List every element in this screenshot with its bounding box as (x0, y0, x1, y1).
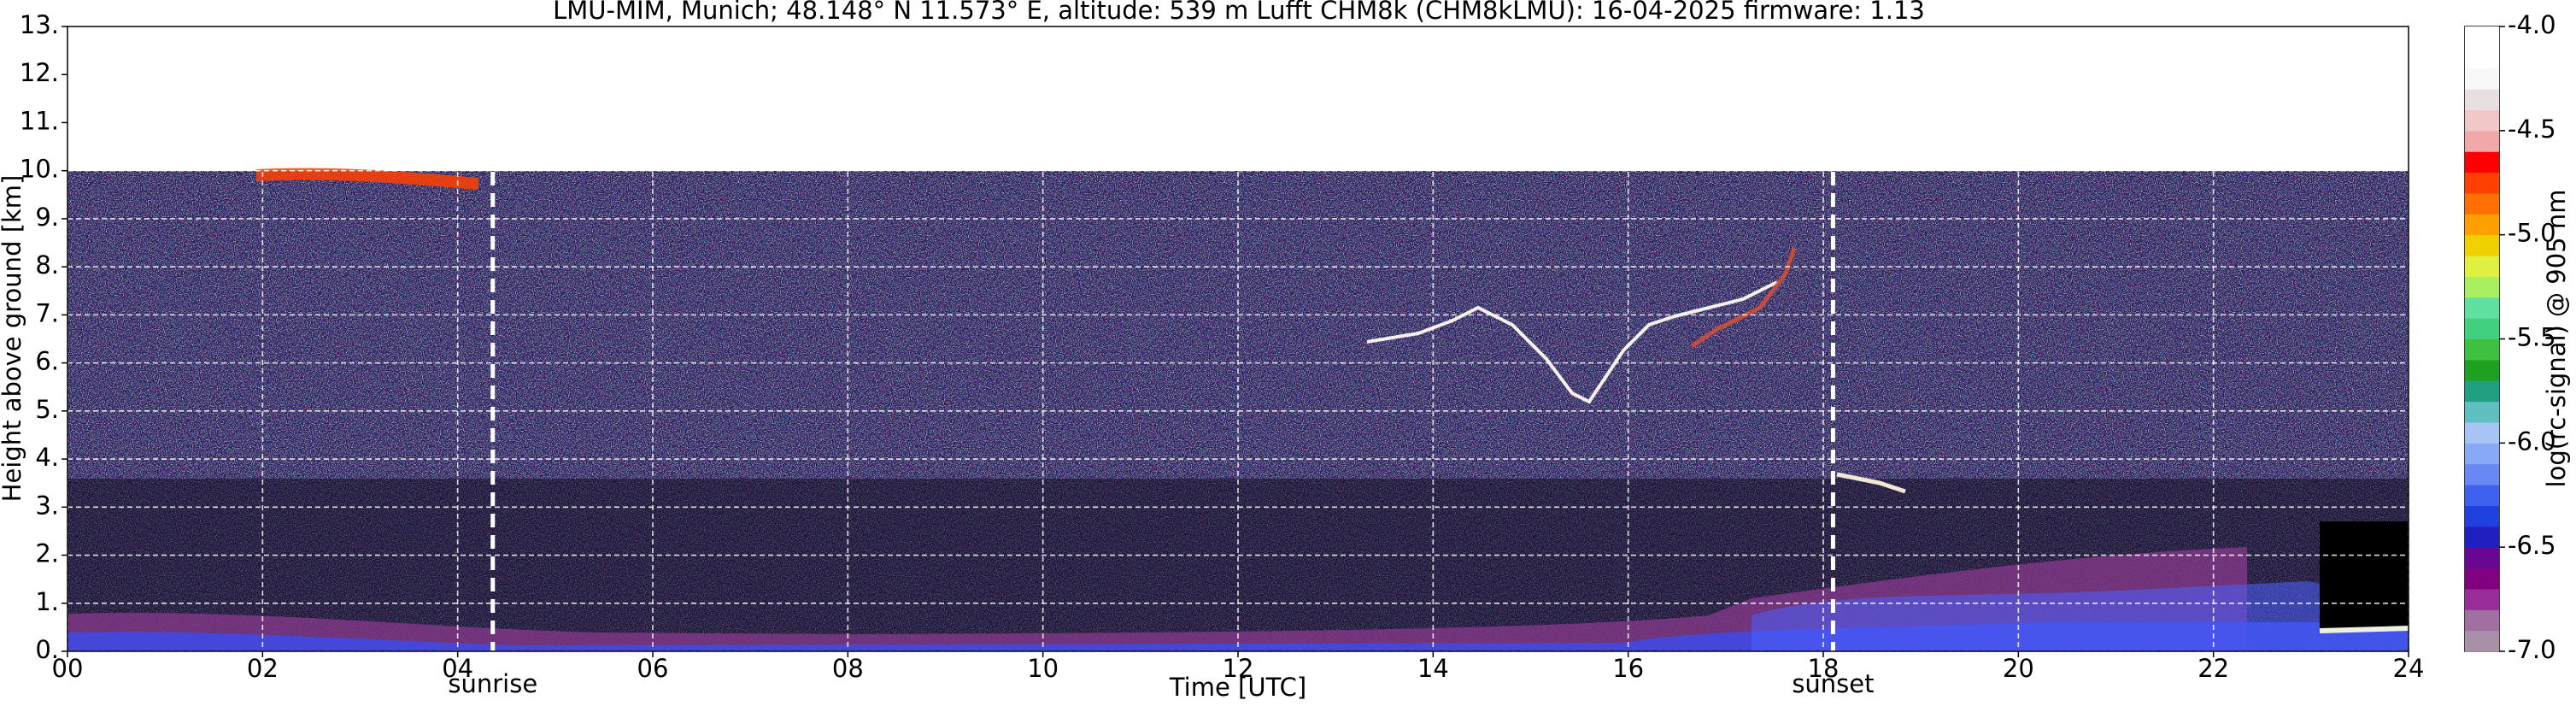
x-tick-label: 18 (1808, 654, 1840, 683)
x-tick-label: 10 (1027, 654, 1059, 683)
colorbar-segment (2465, 421, 2499, 444)
y-tick-label: 2. (35, 539, 59, 568)
y-tick-label: 7. (35, 298, 59, 327)
y-tick-label: 11. (20, 106, 59, 135)
y-tick-label: 4. (35, 443, 59, 472)
y-tick-label: 6. (35, 347, 59, 376)
annotation-label: sunset (1792, 669, 1874, 698)
colorbar-segment (2465, 338, 2499, 361)
colorbar-tick-label: -4.0 (2508, 10, 2556, 39)
colorbar-segment (2465, 26, 2499, 48)
y-tick-label: 3. (35, 491, 59, 520)
y-tick-label: 13. (20, 10, 59, 39)
x-tick-label: 16 (1612, 654, 1644, 683)
x-tick-label: 06 (637, 654, 669, 683)
y-axis-label: Height above ground [km] (0, 175, 26, 503)
x-tick-label: 04 (442, 654, 473, 683)
x-axis-label: Time [UTC] (1169, 673, 1306, 702)
colorbar-segment (2465, 485, 2499, 506)
colorbar-segment (2465, 276, 2499, 298)
colorbar-segment (2465, 588, 2499, 610)
plot-area (67, 26, 2409, 651)
colorbar-tick-label: -5.0 (2508, 219, 2556, 248)
x-tick-label: 08 (832, 654, 864, 683)
colorbar-tick-label: -7.0 (2508, 635, 2556, 664)
colorbar-segment (2465, 214, 2499, 236)
x-tick-label: 22 (2198, 654, 2229, 683)
colorbar-tick-label: -5.5 (2508, 323, 2556, 352)
cloud-edge (1690, 247, 1797, 349)
colorbar-segment (2465, 630, 2499, 652)
colorbar-tick-label: -4.5 (2508, 115, 2556, 144)
annotation-label: sunrise (448, 669, 537, 698)
y-tick-label: 9. (35, 203, 59, 232)
colorbar-segment (2465, 130, 2499, 152)
colorbar-segment (2465, 68, 2499, 90)
colorbar-segment (2465, 318, 2499, 339)
x-tick-label: 12 (1223, 654, 1254, 683)
aerosol-layer (67, 547, 2247, 651)
x-tick-label: 02 (247, 654, 279, 683)
colorbar-tick-label: -6.5 (2508, 531, 2556, 560)
colorbar-segment (2465, 151, 2499, 174)
y-tick-label: 5. (35, 395, 59, 424)
colorbar-segment (2465, 547, 2499, 569)
colorbar-segment (2465, 526, 2499, 548)
colorbar-segment (2465, 297, 2499, 319)
low-cloud (1836, 472, 1906, 494)
colorbar-label: log(rc-signal) @ 905 nm (2542, 190, 2571, 488)
colorbar-segment (2465, 89, 2499, 110)
colorbar-segment (2465, 109, 2499, 132)
colorbar-segment (2465, 47, 2499, 69)
chart-title: LMU-MIM, Munich; 48.148° N 11.573° E, al… (553, 0, 1925, 25)
colorbar-segment (2465, 443, 2499, 465)
colorbar-segment (2465, 380, 2499, 403)
y-tick-label: 10. (20, 155, 59, 184)
y-tick-label: 0. (35, 635, 59, 664)
colorbar-segment (2465, 609, 2499, 632)
colorbar-segment (2465, 568, 2499, 590)
x-tick-label: 20 (2003, 654, 2034, 683)
colorbar-segment (2465, 505, 2499, 527)
colorbar-segment (2465, 401, 2499, 423)
colorbar-segment (2465, 463, 2499, 485)
colorbar-segment (2465, 234, 2499, 256)
evening-layer (1752, 581, 2409, 651)
colorbar-segment (2465, 256, 2499, 277)
y-tick-label: 1. (35, 587, 59, 616)
x-tick-label: 14 (1417, 654, 1449, 683)
cloud-layer (1366, 280, 1778, 404)
y-tick-label: 8. (35, 250, 59, 279)
night-surface (2319, 626, 2409, 633)
night-block (2320, 521, 2409, 628)
colorbar-segment (2465, 359, 2499, 381)
y-tick-label: 12. (20, 58, 59, 87)
colorbar-segment (2465, 172, 2499, 194)
colorbar-segment (2465, 192, 2499, 215)
x-tick-label: 24 (2393, 654, 2425, 683)
x-tick-label: 00 (52, 654, 84, 683)
colorbar-tick-label: -6.0 (2508, 427, 2556, 456)
